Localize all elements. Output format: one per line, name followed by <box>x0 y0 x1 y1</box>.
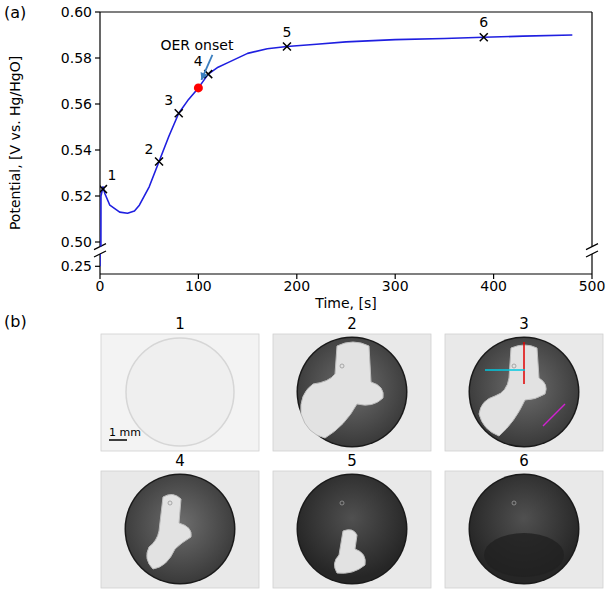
image-title: 3 <box>519 315 529 333</box>
image-title: 6 <box>519 452 529 470</box>
electrode <box>126 475 234 583</box>
x-tick-label: 0 <box>96 278 105 294</box>
electrode <box>126 338 234 446</box>
bubble-area <box>147 494 192 569</box>
electrode <box>298 475 406 583</box>
plot-upper <box>100 35 572 247</box>
onset-marker <box>194 83 203 92</box>
image-title: 5 <box>347 452 357 470</box>
bubble-area <box>301 342 384 438</box>
photo <box>101 471 259 588</box>
y-tick <box>95 103 100 104</box>
y-tick-label: 0.60 <box>61 4 92 20</box>
point-label: 4 <box>194 53 203 69</box>
point-label: 5 <box>282 24 291 40</box>
bubble <box>512 501 516 505</box>
image-title: 1 <box>175 315 185 333</box>
point-label: 1 <box>107 167 116 183</box>
potential-line <box>100 35 572 247</box>
spine-top <box>100 11 592 12</box>
measure-line <box>523 342 525 384</box>
y-tick <box>95 149 100 150</box>
y-axis-title: Potential, [V vs. Hg/HgO] <box>7 56 23 230</box>
bubble-area <box>479 345 546 436</box>
x-tick-label: 500 <box>579 278 606 294</box>
figure: (a) (b) 0.25 0.50 0.52 0.54 0.56 0.58 0.60 0 100 20… <box>0 0 615 608</box>
point-marker <box>175 109 183 117</box>
point-label: 6 <box>479 14 488 30</box>
point-marker <box>155 158 163 166</box>
photo <box>273 471 431 588</box>
spine-bottom <box>100 273 592 274</box>
electrode-rim <box>297 474 408 585</box>
panel-label: (b) <box>4 312 27 331</box>
bubble <box>512 364 516 368</box>
image-title: 2 <box>347 315 357 333</box>
photo <box>445 334 603 451</box>
potential-line <box>100 254 572 266</box>
x-tick-label: 300 <box>382 278 409 294</box>
y-tick-label: 0.52 <box>61 188 92 204</box>
bubble-area <box>334 530 365 574</box>
photo-background <box>445 471 603 588</box>
photo-background <box>273 471 431 588</box>
point-marker <box>100 185 107 193</box>
dark-area <box>484 533 564 577</box>
x-tick-label: 400 <box>480 278 507 294</box>
photo-background <box>101 334 259 451</box>
image-title: 4 <box>175 452 185 470</box>
photo-background <box>101 471 259 588</box>
axis-break <box>586 251 598 257</box>
bubble <box>340 501 344 505</box>
y-tick <box>95 195 100 196</box>
x-axis-title: Time, [s] <box>314 295 376 311</box>
electrode <box>470 475 578 583</box>
y-tick <box>95 266 100 267</box>
y-tick-label: 0.56 <box>61 96 92 112</box>
measure-line <box>543 404 565 426</box>
y-tick-label: 0.58 <box>61 50 92 66</box>
axes <box>94 12 598 274</box>
spine-right <box>591 254 592 274</box>
electrode-rim <box>469 474 580 585</box>
y-tick <box>95 57 100 58</box>
onset-label: OER onset <box>161 37 234 53</box>
x-tick-label: 100 <box>185 278 212 294</box>
photo-background <box>273 334 431 451</box>
scale-bar-label: 1 mm <box>109 426 141 439</box>
bubble <box>340 364 344 368</box>
point-label: 3 <box>164 92 173 108</box>
photo <box>445 471 603 588</box>
photo: 1 mm <box>101 334 259 451</box>
electrode-rim <box>297 337 408 448</box>
markers <box>100 33 488 193</box>
bubble <box>168 501 172 505</box>
axis-break <box>586 244 598 250</box>
y-tick-label: 0.25 <box>61 258 92 274</box>
electrode-rim <box>125 474 236 585</box>
measure-line <box>485 369 525 371</box>
electrode-rim <box>469 337 580 448</box>
x-tick-label: 200 <box>283 278 310 294</box>
point-marker <box>283 43 291 51</box>
point-label: 2 <box>145 141 154 157</box>
panel-label: (a) <box>4 3 26 22</box>
y-tick <box>95 11 100 12</box>
onset-arrow <box>201 55 212 80</box>
photo <box>273 334 431 451</box>
point-marker <box>480 33 488 41</box>
y-tick-label: 0.50 <box>61 234 92 250</box>
electrode <box>470 338 578 446</box>
electrode <box>298 338 406 446</box>
spine-right <box>591 12 592 247</box>
y-tick <box>95 241 100 242</box>
y-tick-label: 0.54 <box>61 142 92 158</box>
onset-arrow-head <box>201 72 208 80</box>
axis-break <box>94 244 106 250</box>
photo-background <box>445 334 603 451</box>
plot-lower <box>100 254 572 266</box>
scale-bar <box>109 439 127 441</box>
